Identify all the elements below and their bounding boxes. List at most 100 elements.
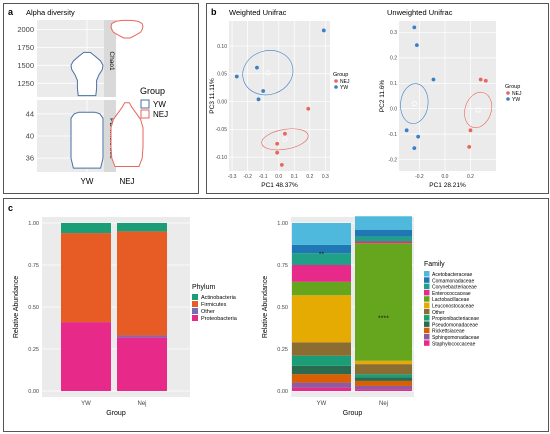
point-nej [306,106,311,111]
bar-segment [355,385,412,390]
legend-key [192,308,198,314]
point-yw [321,28,326,33]
point-nej [279,162,284,167]
y-tick-label: 2000 [17,25,34,34]
violin-nej [110,19,144,39]
violin-yw [70,111,104,169]
bar-segment [355,380,412,386]
point-nej [478,77,483,82]
x-tick-label: 0.1 [291,174,298,180]
relative-abundance-charts: c 0.00 0.25 0.50 0.75 1.00 YW Nej Group Relative… [8,203,479,417]
legend-label: Lactobacillaceae [432,297,469,303]
point-nej [467,144,472,149]
facet-strip-label: Chao1 [108,51,115,71]
x-tick-label: YW [81,177,94,186]
legend-label: Leuconostocaceae [432,304,474,310]
bar-segment [61,223,111,234]
x-axis-label: Group [106,410,126,417]
panel-b: b Weighted Unifrac -0.3 -0.2 -0.1 0.0 0.1 0.2 0… [206,3,549,194]
bar-segment [355,236,412,242]
bar-segment [292,253,351,265]
legend-label: Sphingomonadaceae [432,335,479,341]
y-tick-label: 0.00 [217,99,227,105]
x-tick-label: YW [317,401,327,407]
bar-segment [355,241,412,244]
panel-a: a Alpha diversity 1250 1500 1750 2000 Chao1 3… [3,3,199,194]
y-axis-label: PC2 11.6% [379,80,386,113]
legend-title: Group [140,86,165,96]
y-tick-label: 0.10 [217,44,227,50]
x-tick-label: 0.2 [467,174,474,180]
legend-label: Other [432,310,445,316]
x-axis-label: PC1 48.37% [261,182,298,189]
legend-key [192,301,198,307]
y-tick-label: 0.75 [28,263,39,269]
y-tick-label: 0.25 [277,347,288,353]
y-tick-label: 0.2 [390,56,397,62]
bar-segment [292,295,351,343]
y-tick-label: -0.2 [388,157,397,163]
point-nej [275,141,280,146]
y-tick-label: 0.3 [390,30,397,36]
legend-label: NEJ [153,110,168,119]
y-tick-label: 0.0 [390,107,397,113]
bar-segment [355,229,412,237]
significance-annotation: ** [319,252,325,259]
bar-segment [292,374,351,383]
point-yw [412,146,417,151]
point-yw [256,97,261,102]
legend-key [424,289,430,296]
x-tick-label: Nej [379,401,388,407]
y-tick-label: 1250 [17,79,34,88]
y-tick-label: 0.50 [277,305,288,311]
x-tick-label: Nej [137,401,146,407]
bar-segment [117,231,167,336]
confidence-ellipse-nej [261,128,309,151]
legend-key [424,315,430,321]
legend-label: Actinobacteria [201,295,237,301]
facet-strip [104,20,116,97]
y-tick-label: 0.05 [217,72,227,78]
bar-segment [292,342,351,356]
legend-key [424,321,430,327]
point-nej [275,150,280,155]
y-tick-label: -0.1 [388,132,397,138]
y-tick-label: 1.00 [277,221,288,227]
bar-segment [355,216,412,230]
x-tick-label: 0.2 [306,174,313,180]
legend-key [424,308,430,315]
y-tick-label: 44 [26,109,34,118]
y-tick-label: 1.00 [28,221,39,227]
y-tick-label: 0.00 [28,389,39,395]
y-tick-label: 0.1 [390,81,397,87]
bar-segment [355,389,412,391]
point-yw [431,77,436,82]
bar-segment [292,223,351,245]
confidence-ellipse-yw [242,50,294,96]
y-axis-label: Relative Abundance [262,276,269,338]
y-tick-label: 0.50 [28,305,39,311]
x-tick-label: -0.3 [228,174,237,180]
bar-segment [117,223,167,232]
bar-segment [292,244,351,254]
x-tick-label: -0.1 [259,174,268,180]
panel-b-label: b [211,7,217,17]
alpha-title: Alpha diversity [26,8,75,17]
legend-label: NEJ [512,91,522,97]
y-tick-label: 40 [26,132,34,141]
significance-annotation: **** [378,315,389,322]
legend-key [424,283,430,290]
violin-yw [70,51,104,97]
legend-key [424,327,430,334]
legend-title: Group [333,72,348,78]
legend-key [424,271,430,277]
bar-segment [292,387,351,391]
violin-nej [110,102,144,167]
y-tick-label: 36 [26,154,34,163]
legend-label: Other [201,309,215,315]
bar-segment [117,335,167,338]
point-yw [416,134,421,139]
y-tick-label: -0.05 [216,127,228,133]
legend-label: YW [512,97,520,103]
bar-segment [292,382,351,388]
